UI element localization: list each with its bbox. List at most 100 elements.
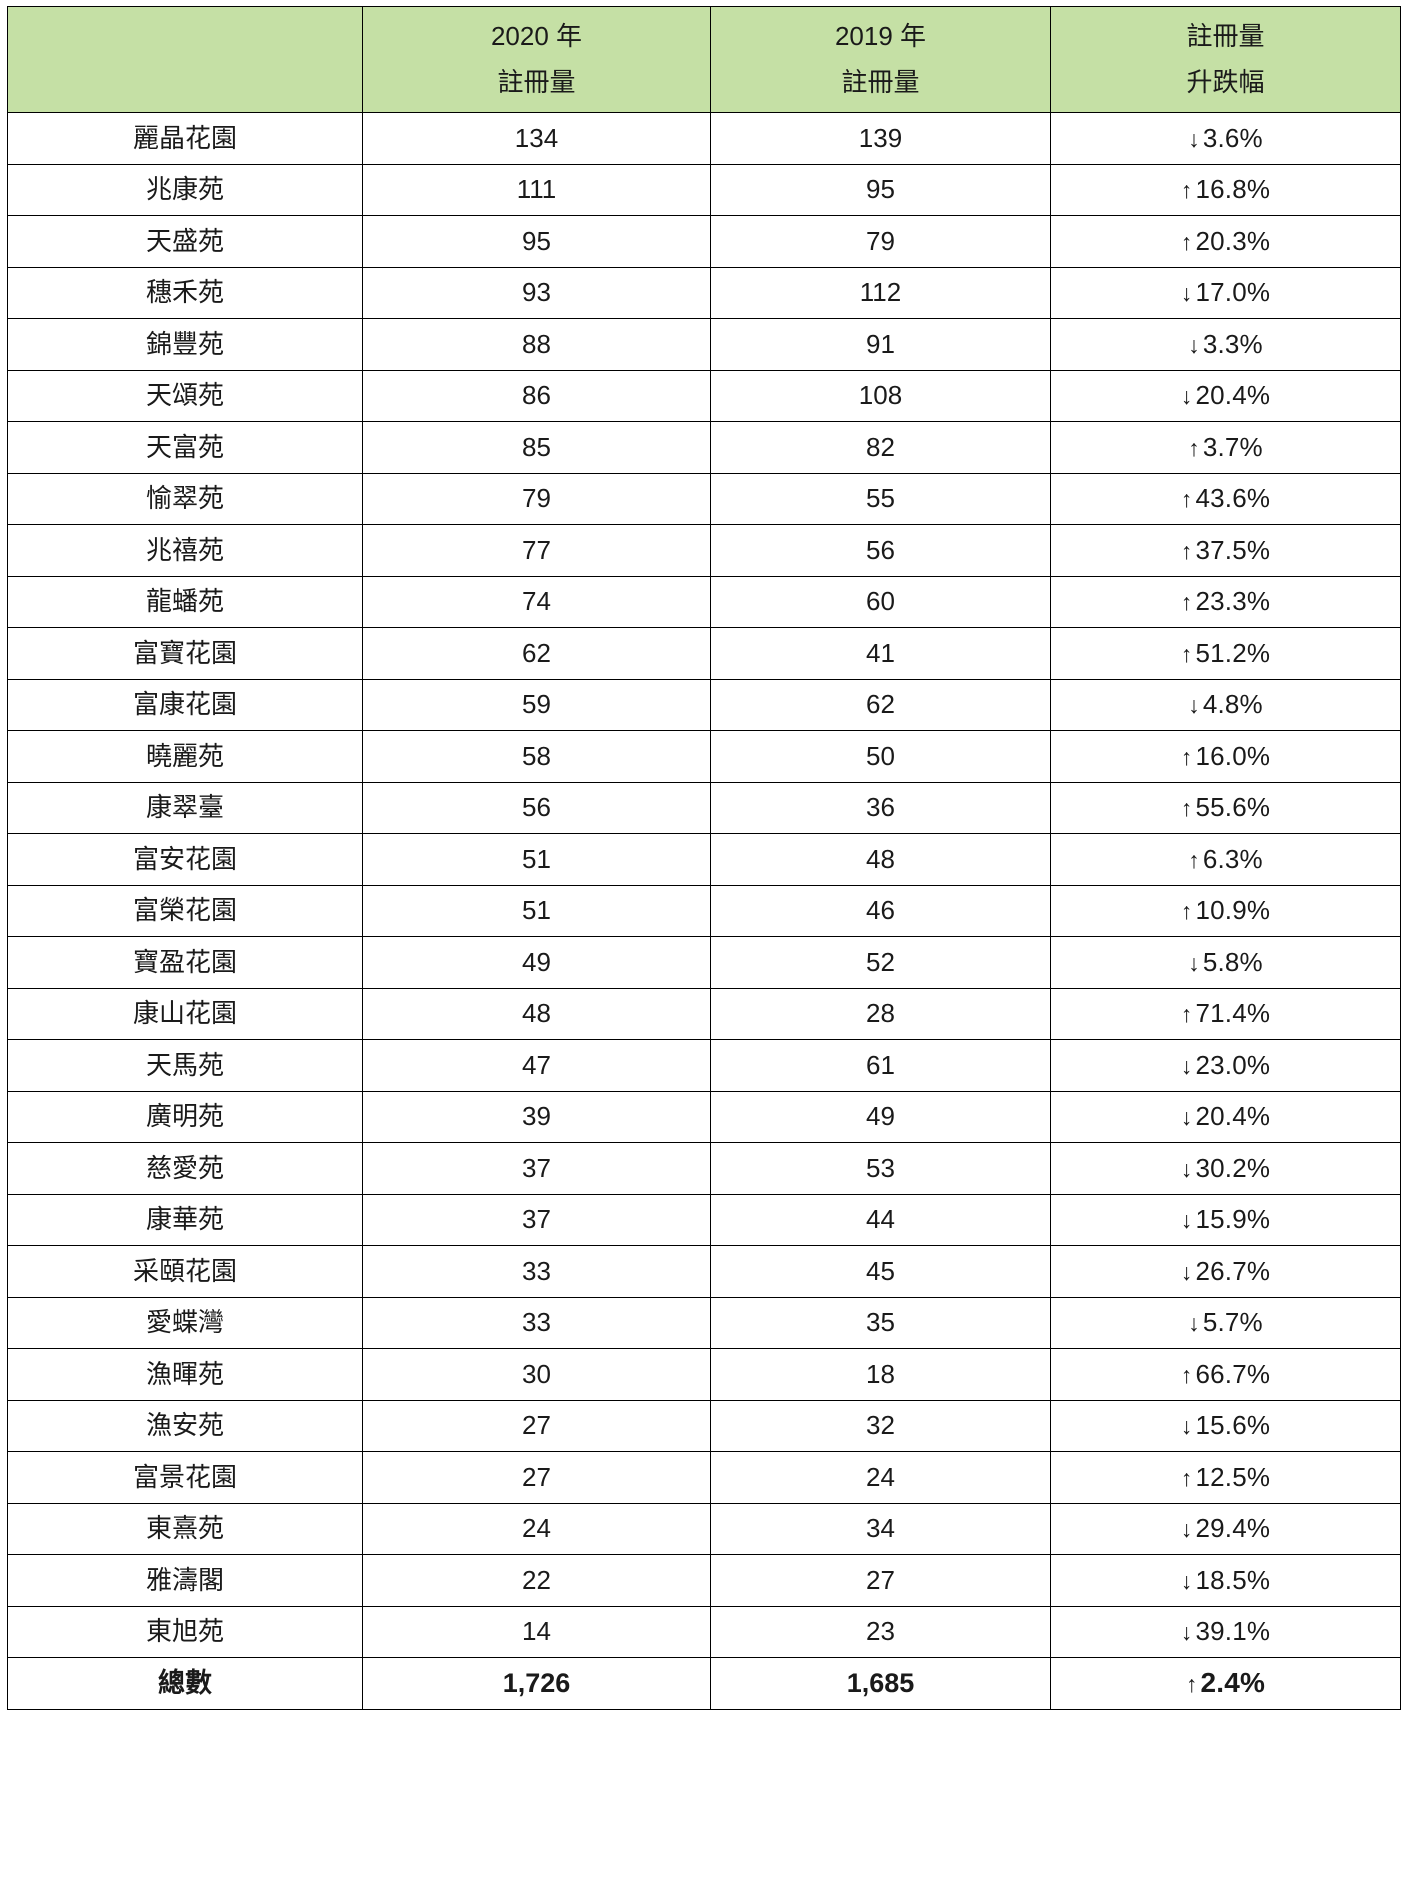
change-percent-cell: ↓ 29.4% (1050, 1502, 1401, 1555)
change-percent-value: 12.5% (1195, 1461, 1271, 1492)
registrations-2020-cell: 48 (362, 987, 711, 1040)
arrow-up-icon: ↑ (1180, 589, 1193, 616)
registrations-2019-cell: 53 (710, 1142, 1051, 1195)
registrations-2019-cell: 55 (710, 472, 1051, 525)
table-row: 寶盈花園 49 52 ↓ 5.8% (7, 936, 1401, 989)
registrations-2019-cell: 35 (710, 1296, 1051, 1349)
change-percent-cell: ↓ 15.6% (1050, 1399, 1401, 1452)
registrations-2020-cell: 111 (362, 163, 711, 216)
change-percent-value: 6.3% (1202, 843, 1263, 874)
arrow-up-icon: ↑ (1180, 228, 1193, 255)
arrow-up-icon: ↑ (1180, 1001, 1193, 1028)
change-percent-cell: ↓ 15.9% (1050, 1193, 1401, 1246)
table-row: 兆禧苑 77 56 ↑ 37.5% (7, 524, 1401, 577)
estate-name-cell: 雅濤閣 (7, 1554, 363, 1607)
arrow-up-icon: ↑ (1185, 1671, 1198, 1698)
table-row: 愉翠苑 79 55 ↑ 43.6% (7, 472, 1401, 525)
estate-name-cell: 愛蝶灣 (7, 1296, 363, 1349)
registrations-2019-cell: 108 (710, 369, 1051, 422)
arrow-up-icon: ↑ (1180, 795, 1193, 822)
change-percent-value: 5.8% (1202, 946, 1263, 977)
registrations-2019-cell: 48 (710, 833, 1051, 886)
change-percent-value: 15.9% (1195, 1204, 1271, 1235)
estate-name-cell: 天馬苑 (7, 1039, 363, 1092)
table-row: 康翠臺 56 36 ↑ 55.6% (7, 781, 1401, 834)
arrow-down-icon: ↓ (1188, 1310, 1200, 1337)
registrations-2020-cell: 86 (362, 369, 711, 422)
arrow-down-icon: ↓ (1188, 331, 1200, 358)
estate-name-cell: 天富苑 (7, 421, 363, 474)
registrations-2020-cell: 59 (362, 678, 711, 731)
change-percent-value: 10.9% (1195, 895, 1271, 926)
table-row: 富榮花園 51 46 ↑ 10.9% (7, 884, 1401, 937)
registrations-2020-cell: 74 (362, 575, 711, 628)
table-row: 麗晶花園 134 139 ↓ 3.6% (7, 112, 1401, 165)
registrations-2019-cell: 34 (710, 1502, 1051, 1555)
table-row: 漁暉苑 30 18 ↑ 66.7% (7, 1348, 1401, 1401)
change-percent-cell: ↓ 3.6% (1050, 112, 1401, 165)
arrow-down-icon: ↓ (1180, 1207, 1193, 1234)
registrations-2019-cell: 82 (710, 421, 1051, 474)
registrations-2019-cell: 27 (710, 1554, 1051, 1607)
registrations-2019-cell: 44 (710, 1193, 1051, 1246)
estate-name-cell: 龍蟠苑 (7, 575, 363, 628)
registrations-2019-cell: 62 (710, 678, 1051, 731)
arrow-down-icon: ↓ (1180, 1258, 1193, 1285)
table-body: 麗晶花園 134 139 ↓ 3.6% 兆康苑 111 95 ↑ 16.8% 天盛苑 95 79 ↑ 20.… (7, 112, 1401, 1710)
change-percent-cell: ↓ 39.1% (1050, 1605, 1401, 1658)
change-percent-value: 5.7% (1202, 1307, 1263, 1338)
change-percent-cell: ↑ 51.2% (1050, 627, 1401, 680)
change-percent-cell: ↓ 23.0% (1050, 1039, 1401, 1092)
registrations-2019-cell: 61 (710, 1039, 1051, 1092)
estate-name-cell: 兆康苑 (7, 163, 363, 216)
registrations-2019-cell: 50 (710, 730, 1051, 783)
change-percent-value: 20.4% (1195, 1101, 1271, 1132)
estate-name-cell: 慈愛苑 (7, 1142, 363, 1195)
registrations-2020-cell: 88 (362, 318, 711, 371)
estate-name-cell: 愉翠苑 (7, 472, 363, 525)
estate-name-cell: 康山花園 (7, 987, 363, 1040)
registrations-2019-cell: 91 (710, 318, 1051, 371)
registrations-2020-cell: 14 (362, 1605, 711, 1658)
table-row: 曉麗苑 58 50 ↑ 16.0% (7, 730, 1401, 783)
arrow-up-icon: ↑ (1180, 640, 1193, 667)
change-percent-cell: ↓ 3.3% (1050, 318, 1401, 371)
arrow-up-icon: ↑ (1180, 177, 1193, 204)
table-row: 錦豐苑 88 91 ↓ 3.3% (7, 318, 1401, 371)
change-percent-cell: ↓ 5.8% (1050, 936, 1401, 989)
arrow-up-icon: ↑ (1188, 846, 1200, 873)
total-label: 總數 (7, 1657, 363, 1710)
registrations-2020-cell: 37 (362, 1142, 711, 1195)
registrations-2019-cell: 95 (710, 163, 1051, 216)
change-percent-value: 30.2% (1195, 1152, 1271, 1183)
change-percent-value: 3.7% (1202, 431, 1263, 462)
estate-name-cell: 天盛苑 (7, 215, 363, 268)
arrow-down-icon: ↓ (1180, 383, 1193, 410)
arrow-down-icon: ↓ (1188, 692, 1200, 719)
change-percent-cell: ↑ 16.8% (1050, 163, 1401, 216)
table-row: 東旭苑 14 23 ↓ 39.1% (7, 1605, 1401, 1658)
table-row: 廣明苑 39 49 ↓ 20.4% (7, 1090, 1401, 1143)
registrations-2020-cell: 85 (362, 421, 711, 474)
column-header-2019: 2019 年 註冊量 (710, 6, 1051, 113)
registrations-2020-cell: 1,726 (362, 1657, 711, 1710)
estate-name-cell: 廣明苑 (7, 1090, 363, 1143)
estate-name-cell: 錦豐苑 (7, 318, 363, 371)
table-row: 康山花園 48 28 ↑ 71.4% (7, 987, 1401, 1040)
registrations-2020-cell: 37 (362, 1193, 711, 1246)
change-percent-value: 20.4% (1195, 380, 1271, 411)
header-change-metric: 註冊量 (1186, 21, 1265, 52)
estate-name-cell: 漁暉苑 (7, 1348, 363, 1401)
change-percent-value: 26.7% (1195, 1255, 1271, 1286)
estate-name-cell: 采頤花園 (7, 1245, 363, 1298)
registrations-2020-cell: 79 (362, 472, 711, 525)
change-percent-cell: ↑ 43.6% (1050, 472, 1401, 525)
registrations-2020-cell: 27 (362, 1399, 711, 1452)
registrations-2019-cell: 79 (710, 215, 1051, 268)
registrations-2019-cell: 139 (710, 112, 1051, 165)
table-row: 龍蟠苑 74 60 ↑ 23.3% (7, 575, 1401, 628)
column-header-2020: 2020 年 註冊量 (362, 6, 711, 113)
registrations-2019-cell: 56 (710, 524, 1051, 577)
registrations-2019-cell: 46 (710, 884, 1051, 937)
table-row: 穗禾苑 93 112 ↓ 17.0% (7, 266, 1401, 319)
